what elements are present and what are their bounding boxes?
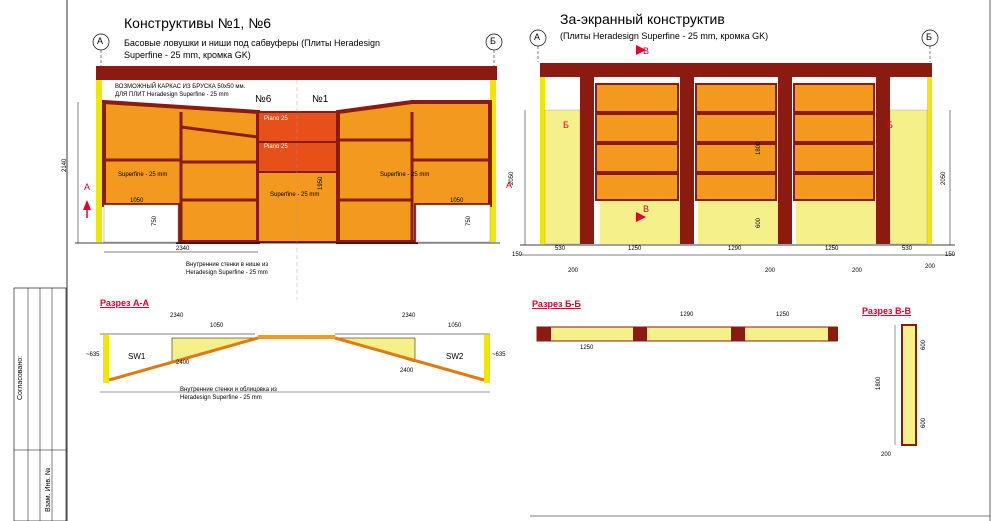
dim-1050-left: 1050 <box>130 198 144 204</box>
superfine-center-label: Superfine - 25 mm <box>270 192 320 198</box>
right-dim-1800: 1800 <box>756 141 762 155</box>
aa-note-1: Внутренние стенки и облицовка из <box>180 387 277 393</box>
section-marker-a: А <box>84 182 90 192</box>
vv-dim-200: 200 <box>881 452 892 458</box>
right-dim-200-a: 200 <box>568 268 579 274</box>
left-yellow-post-b <box>490 80 496 242</box>
aa-dim-2340-left: 2340 <box>170 313 184 319</box>
right-axis-a-marker <box>529 29 547 62</box>
right-dim-150-left: 150 <box>512 252 523 258</box>
bb-dim-1250-left: 1250 <box>580 345 594 351</box>
right-axis-a-label: А <box>534 32 541 42</box>
superfine-right-label: Superfine - 25 mm <box>380 172 430 178</box>
stamp-agreed: Согласовано: <box>17 356 24 400</box>
marker-a-right: А <box>506 180 512 190</box>
right-axis-b-marker <box>921 29 939 62</box>
title-block-stamp: Согласовано: Взам. Инв. № <box>13 287 67 521</box>
right-dim-530-right: 530 <box>902 246 913 252</box>
right-dim-2050-right: 2050 <box>941 171 947 185</box>
section-bb-caption: Разрез Б-Б <box>532 299 581 309</box>
piano-label-1: Piano 25 <box>264 116 288 122</box>
right-dim-1250-left: 1250 <box>628 246 642 252</box>
piano-label-2: Piano 25 <box>264 144 288 150</box>
vv-dim-600-bottom: 600 <box>921 417 927 428</box>
left-axis-b-marker <box>485 33 503 66</box>
dim-2340: 2340 <box>176 246 190 252</box>
right-title: За-экранный конструктив <box>560 11 725 27</box>
right-subtitle: (Плиты Heradesign Superfine - 25 mm, кро… <box>560 31 769 41</box>
right-axis-b-label: Б <box>926 32 932 42</box>
section-aa-caption: Разрез А-А <box>100 298 149 308</box>
aa-note-2: Heradesign Superfine - 25 mm <box>180 395 262 401</box>
aa-dim-1050-right: 1050 <box>448 323 462 329</box>
aa-dim-635-left: ~635 <box>86 352 100 358</box>
right-top-beam <box>540 63 932 77</box>
right-dim-600: 600 <box>756 217 762 228</box>
stamp-inv: Взам. Инв. № <box>45 468 52 513</box>
left-axis-b-label: Б <box>490 36 496 46</box>
dim-750-right: 750 <box>466 215 472 226</box>
dim-2140: 2140 <box>62 158 68 172</box>
aa-dim-1050-left: 1050 <box>210 323 224 329</box>
label-n1: №1 <box>312 94 329 105</box>
vv-dim-1800: 1800 <box>876 376 882 390</box>
section-vv-caption: Разрез В-В <box>862 306 911 316</box>
center-panel <box>257 171 339 243</box>
left-niche <box>103 204 179 243</box>
marker-b-right: Б <box>887 120 893 130</box>
left-yellow-post-a <box>96 80 102 242</box>
right-dim-1250-right: 1250 <box>825 246 839 252</box>
marker-b-left: Б <box>563 120 569 130</box>
bb-dim-1290: 1290 <box>680 312 694 318</box>
aa-sw1: SW1 <box>128 352 146 361</box>
aa-dim-2400-left: 2400 <box>176 360 190 366</box>
aa-dim-2400-right: 2400 <box>400 368 414 374</box>
label-n6: №6 <box>255 94 272 105</box>
aa-dim-2340-right: 2340 <box>402 313 416 319</box>
aa-dim-635-right: ~635 <box>492 352 506 358</box>
aa-sw2: SW2 <box>446 352 464 361</box>
marker-v-bottom: В <box>643 204 649 214</box>
left-subtitle-line-2: Superfine - 25 mm, кромка GK) <box>124 50 251 60</box>
right-dim-530-left: 530 <box>555 246 566 252</box>
vv-dim-600-top: 600 <box>921 339 927 350</box>
dim-1950: 1950 <box>318 176 324 190</box>
inner-note-1: Внутренние стенки в нише из <box>186 262 269 268</box>
right-niche <box>415 204 491 243</box>
left-axis-a-label: А <box>97 36 104 46</box>
superfine-left-label: Superfine - 25 mm <box>118 172 168 178</box>
left-subtitle-line-1: Басовые ловушки и ниши под сабвуферы (Пл… <box>124 38 380 48</box>
inner-note-2: Heradesign Superfine - 25 mm <box>186 270 268 276</box>
right-dim-2050-left: 2050 <box>509 171 515 185</box>
left-axis-a-marker <box>92 33 110 66</box>
right-panels-bay-2 <box>695 83 777 201</box>
marker-v-top: В <box>643 46 649 56</box>
dim-750-left: 750 <box>152 215 158 226</box>
right-dim-1290: 1290 <box>728 246 742 252</box>
frame-note-2: ДЛЯ ПЛИТ Heradesign Superfine - 25 mm <box>115 92 229 98</box>
right-dim-200-b: 200 <box>765 268 776 274</box>
right-dim-200-c: 200 <box>852 268 863 274</box>
right-panels-bay-3 <box>793 83 875 201</box>
bb-dim-1250-right: 1250 <box>776 312 790 318</box>
right-panels-bay-1 <box>595 83 679 201</box>
frame-note-1: ВОЗМОЖНЫЙ КАРКАС ИЗ БРУСКА 50х50 мм. <box>115 84 246 90</box>
dim-1050-right: 1050 <box>450 198 464 204</box>
left-top-beam <box>96 66 497 80</box>
right-dim-200-d: 200 <box>925 264 936 270</box>
left-title: Конструктивы №1, №6 <box>124 15 272 31</box>
right-dim-150-right: 150 <box>945 252 956 258</box>
